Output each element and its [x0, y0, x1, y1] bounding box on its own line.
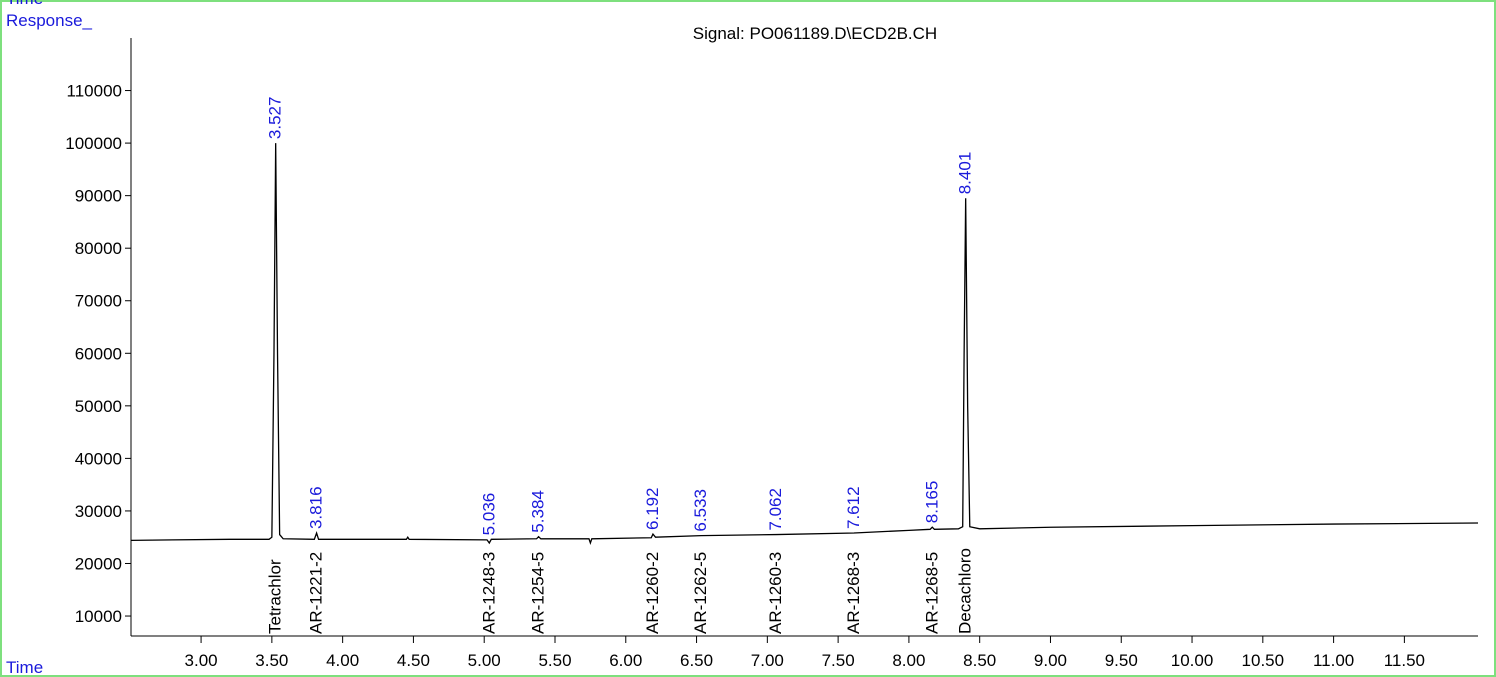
compound-label: AR-1268-5	[922, 552, 941, 634]
x-tick-label: 11.00	[1313, 651, 1354, 670]
y-tick-label: 70000	[75, 292, 122, 311]
x-tick-label: 10.50	[1242, 651, 1285, 670]
y-tick-label: 90000	[75, 187, 122, 206]
x-tick-label: 6.50	[680, 651, 713, 670]
compound-label: Decachloro	[956, 548, 975, 634]
peak-label: 3.816	[307, 486, 326, 529]
header-label: Time	[6, 0, 43, 8]
peak-label: 6.533	[691, 489, 710, 532]
y-tick-label: 110000	[67, 82, 122, 101]
x-tick-label: 6.00	[609, 651, 642, 670]
compound-label: AR-1260-3	[766, 552, 785, 634]
x-axis-label: Time	[6, 658, 43, 677]
peak-label: 7.062	[766, 488, 785, 531]
x-tick-label: 4.00	[326, 651, 359, 670]
x-tick-label: 5.00	[468, 651, 501, 670]
x-tick-label: 8.00	[892, 651, 925, 670]
y-tick-label: 20000	[75, 554, 122, 573]
x-tick-label: 9.00	[1034, 651, 1067, 670]
chart-title: Signal: PO061189.D\ECD2B.CH	[693, 24, 937, 43]
compound-label: AR-1248-3	[479, 552, 498, 634]
compound-label: AR-1262-5	[691, 552, 710, 634]
compound-label: AR-1254-5	[529, 552, 548, 634]
x-tick-label: 11.50	[1384, 651, 1425, 670]
y-tick-label: 80000	[75, 239, 122, 258]
signal-trace	[130, 143, 1479, 546]
peak-label: 6.192	[643, 488, 662, 531]
x-tick-label: 3.00	[185, 651, 218, 670]
peak-label: 5.384	[529, 490, 548, 533]
x-tick-label: 7.00	[751, 651, 784, 670]
y-tick-label: 100000	[65, 134, 122, 153]
compound-label: AR-1221-2	[307, 552, 326, 634]
y-axis-label: Response_	[6, 11, 93, 30]
y-tick-label: 30000	[75, 502, 122, 521]
peak-label: 8.401	[956, 152, 975, 195]
y-tick-label: 60000	[75, 344, 122, 363]
peak-label: 8.165	[922, 481, 941, 524]
x-tick-label: 7.50	[822, 651, 855, 670]
x-tick-label: 5.50	[538, 651, 571, 670]
y-tick-label: 50000	[75, 397, 122, 416]
peak-label: 3.527	[266, 97, 285, 140]
x-tick-label: 10.00	[1171, 651, 1214, 670]
x-tick-label: 8.50	[963, 651, 996, 670]
y-tick-label: 40000	[75, 449, 122, 468]
x-tick-label: 4.50	[397, 651, 430, 670]
compound-label: Tetrachlor	[266, 559, 285, 634]
compound-label: AR-1268-3	[844, 552, 863, 634]
x-tick-label: 3.50	[255, 651, 288, 670]
peak-label: 7.612	[844, 486, 863, 529]
peak-label: 5.036	[479, 493, 498, 536]
compound-label: AR-1260-2	[643, 552, 662, 634]
x-tick-label: 9.50	[1105, 651, 1138, 670]
y-tick-label: 10000	[75, 607, 122, 626]
